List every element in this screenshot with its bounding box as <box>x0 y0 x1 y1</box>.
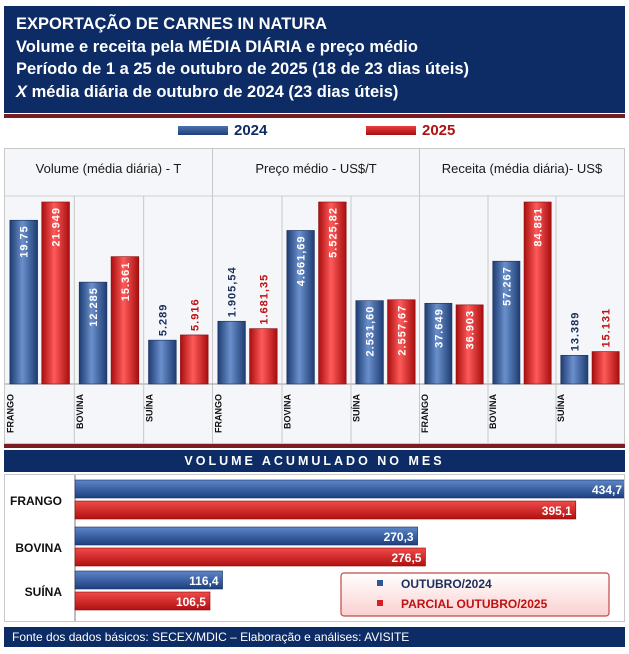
mid-separator <box>4 444 625 448</box>
bar-2024-suína <box>148 339 177 385</box>
hbar-legend: OUTUBRO/2024 PARCIAL OUTUBRO/2025 <box>340 572 610 617</box>
bar-2025-bovina <box>110 256 140 385</box>
hbar-bovina-2024 <box>74 526 418 546</box>
category-label-suína: SUÍNA <box>556 394 566 423</box>
legend-label-2025: 2025 <box>422 122 456 139</box>
bar-2024-frango <box>217 320 246 385</box>
revenue-panel-title: Receita (média diária)- US$ <box>441 161 603 176</box>
data-label-2025-frango: 21.949 <box>51 207 63 247</box>
hbar-legend-label-2025: PARCIAL OUTUBRO/2025 <box>401 597 548 611</box>
bar-2025-bovina <box>318 201 347 385</box>
bar-2024-frango <box>9 219 38 385</box>
category-label-frango: FRANGO <box>6 394 16 433</box>
bar-2025-suína <box>387 299 416 385</box>
legend-label-2024: 2024 <box>234 122 268 139</box>
volume-panel-title: Volume (média diária) - T <box>35 161 182 176</box>
category-label-bovina: BOVINA <box>75 394 85 430</box>
data-label-2024-frango: 37.649 <box>433 308 445 348</box>
data-label-2025-bovina: 5.525,82 <box>327 207 339 258</box>
data-label-2024-frango: 1.905,54 <box>227 266 239 317</box>
hbar-legend-label-2024: OUTUBRO/2024 <box>401 577 492 591</box>
source-footer: Fonte dos dados básicos: SECEX/MDIC – El… <box>4 627 625 647</box>
price-chart: 1.905,54 1.681,35 FRANGO 4.661,69 5.525,82 BO… <box>213 195 420 443</box>
top-legend: 2024 2025 <box>0 122 629 142</box>
hbar-legend-swatch-2025 <box>377 600 383 606</box>
volume-chart: 19.75 21.949 FRANGO 12.285 15.361 BOVINA 5.289… <box>5 195 213 443</box>
bar-2024-suína <box>355 300 384 385</box>
legend-swatch-2024 <box>178 126 228 135</box>
bar-2025-frango <box>455 304 484 385</box>
header-subtitle: Volume e receita pela MÉDIA DIÁRIA e pre… <box>16 37 418 56</box>
price-panel: Preço médio - US$/T 1.905,54 1.681,35 FRAN… <box>213 149 420 443</box>
data-label-2025-frango: 1.681,35 <box>258 274 270 325</box>
category-label-suína: SUÍNA <box>352 394 362 423</box>
bar-2025-suína <box>180 334 209 385</box>
hbar-legend-box <box>340 572 610 617</box>
column-charts: Volume (média diária) - T 19.75 21.949 FRA… <box>4 148 625 444</box>
category-label-bovina: BOVINA <box>283 394 293 430</box>
bar-2025-suína <box>591 351 620 385</box>
legend-swatch-2025 <box>366 126 416 135</box>
bar-2024-bovina <box>286 230 315 385</box>
accumulated-volume-title: VOLUME ACUMULADO NO MES <box>4 450 625 472</box>
data-label-2025-suína: 15.131 <box>601 308 613 348</box>
volume-panel: Volume (média diária) - T 19.75 21.949 FRA… <box>5 149 213 443</box>
bar-2024-bovina <box>78 281 108 385</box>
category-label-frango: FRANGO <box>420 394 430 433</box>
hbar-category-bovina: BOVINA <box>15 541 62 555</box>
accumulated-volume-panel: FRANGO 434,7 395,1 BOVINA 270,3 276,5 SUÍNA 116… <box>4 474 627 622</box>
bar-2024-frango <box>424 302 453 385</box>
data-label-2024-suína: 13.389 <box>569 312 581 352</box>
revenue-panel: Receita (média diária)- US$ 37.649 36.903… <box>420 149 624 443</box>
bar-2025-bovina <box>523 201 552 385</box>
hbar-bovina-2025 <box>74 547 426 567</box>
data-label-2024-frango: 19.75 <box>19 225 31 258</box>
bar-2024-suína <box>560 354 589 385</box>
bar-2024-bovina <box>492 260 521 385</box>
legend-item-2024: 2024 <box>178 122 267 139</box>
data-label-2025-suína: 2.557,67 <box>396 305 408 356</box>
category-label-bovina: BOVINA <box>488 394 498 430</box>
hbar-suína-2024 <box>74 570 223 590</box>
hbar-suína-2025 <box>74 591 211 611</box>
category-label-frango: FRANGO <box>214 394 224 433</box>
category-label-suína: SUÍNA <box>144 394 154 423</box>
bar-2025-frango <box>41 201 70 385</box>
header-title: EXPORTAÇÃO DE CARNES IN NATURA <box>16 15 328 33</box>
bar-2025-frango <box>249 328 278 385</box>
revenue-chart: 37.649 36.903 FRANGO 57.267 84.881 BOVINA 13.3… <box>420 195 624 443</box>
price-panel-title: Preço médio - US$/T <box>255 161 377 176</box>
legend-item-2025: 2025 <box>366 122 455 139</box>
data-label-2024-suína: 5.289 <box>157 304 169 337</box>
data-label-2025-bovina: 15.361 <box>120 262 132 302</box>
hbar-label-suína-2024: 116,4 <box>189 574 219 588</box>
hbar-label-frango-2024: 434,7 <box>592 483 622 497</box>
header-comparison-text: média diária de outubro de 2024 (23 dias… <box>27 82 399 101</box>
hbar-frango-2024 <box>74 479 627 499</box>
header-comparison: X média diária de outubro de 2024 (23 di… <box>16 81 615 104</box>
hbar-label-bovina-2025: 276,5 <box>391 551 421 565</box>
hbar-category-suína: SUÍNA <box>25 584 63 599</box>
hbar-label-bovina-2024: 270,3 <box>384 530 414 544</box>
hbar-legend-swatch-2024 <box>377 580 383 586</box>
data-label-2025-frango: 36.903 <box>465 310 477 350</box>
data-label-2025-suína: 5.916 <box>189 298 201 331</box>
data-label-2024-bovina: 4.661,69 <box>296 235 308 286</box>
header-x-mark: X <box>16 82 28 101</box>
accumulated-volume-chart: FRANGO 434,7 395,1 BOVINA 270,3 276,5 SUÍNA 116… <box>10 475 627 621</box>
hbar-label-frango-2025: 395,1 <box>542 504 572 518</box>
hbar-label-suína-2025: 106,5 <box>176 595 206 609</box>
chart-header: EXPORTAÇÃO DE CARNES IN NATURA Volume e … <box>4 6 625 113</box>
data-label-2024-bovina: 12.285 <box>88 287 100 327</box>
hbar-frango-2025 <box>74 500 577 520</box>
data-label-2025-bovina: 84.881 <box>533 207 545 247</box>
data-label-2024-bovina: 57.267 <box>501 266 513 306</box>
data-label-2024-suína: 2.531,60 <box>365 306 377 357</box>
hbar-category-frango: FRANGO <box>10 494 62 508</box>
header-separator <box>4 114 625 118</box>
header-period: Período de 1 a 25 de outubro de 2025 (18… <box>16 60 469 78</box>
